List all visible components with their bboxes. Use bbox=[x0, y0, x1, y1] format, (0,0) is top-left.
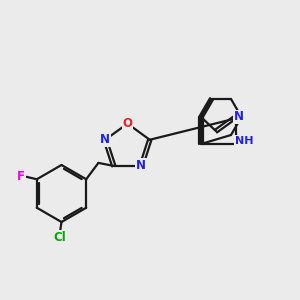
Text: N: N bbox=[100, 133, 110, 146]
Text: O: O bbox=[122, 117, 133, 130]
Text: N: N bbox=[136, 159, 146, 172]
Text: NH: NH bbox=[235, 136, 254, 146]
Text: N: N bbox=[234, 110, 244, 124]
Text: Cl: Cl bbox=[54, 231, 66, 244]
Text: F: F bbox=[17, 170, 25, 183]
